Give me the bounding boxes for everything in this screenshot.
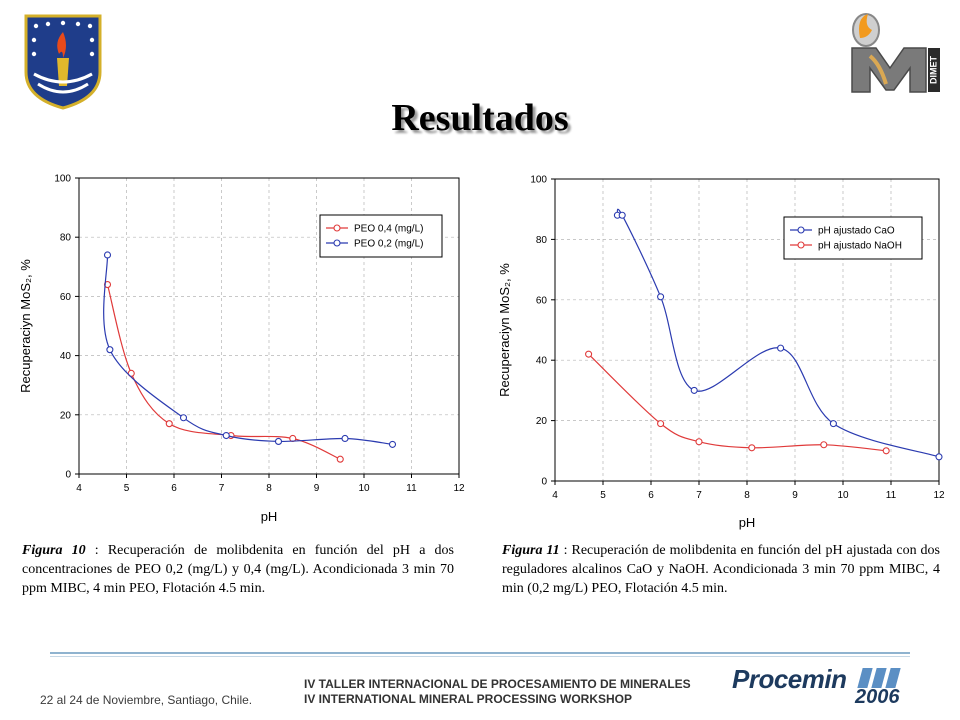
legend-entry: PEO 0,2 (mg/L) — [354, 239, 423, 250]
legend-box — [783, 216, 923, 260]
x-tick-label: 9 — [314, 483, 320, 494]
series-line-2 — [103, 254, 393, 445]
x-tick-label: 9 — [792, 490, 798, 501]
y-tick-label: 40 — [536, 356, 548, 367]
y-tick-label: 20 — [536, 416, 548, 427]
x-tick-label: 8 — [266, 483, 272, 494]
chart-2: 4 5 6 7 8 9 10 11 12 0 20 40 60 80 100 pH Recuperaciyn M… — [497, 175, 945, 531]
x-tick-label: 10 — [358, 483, 370, 494]
x-tick-label: 7 — [219, 483, 225, 494]
data-point — [657, 420, 665, 428]
y-tick-label: 0 — [65, 470, 71, 481]
data-point — [388, 440, 397, 448]
figure-11-caption: Figura 11 : Recuperación de molibdenita … — [502, 541, 940, 598]
legend-entry: PEO 0,4 (mg/L) — [354, 224, 423, 235]
x-tick-label: 4 — [76, 483, 82, 494]
chart-1: 4 5 6 7 8 9 10 11 12 0 20 40 60 80 100 pH Recuperaciyn M… — [18, 174, 465, 525]
y-tick-label: 20 — [60, 410, 72, 421]
legend: pH ajustado CaO pH ajustado NaOH — [783, 216, 923, 260]
figure-10-text: Recuperación de molibdenita en función d… — [22, 543, 455, 596]
university-crest-logo — [24, 14, 102, 110]
x-tick-label: 5 — [600, 490, 606, 501]
legend-swatch-marker — [333, 224, 341, 232]
data-point — [748, 444, 756, 452]
data-point — [820, 441, 828, 449]
data-point — [882, 447, 890, 455]
figure-10-separator: : — [85, 543, 108, 558]
x-tick-label: 8 — [744, 490, 750, 501]
figure-10-caption: Figura 10 : Recuperación de molibdenita … — [22, 541, 454, 598]
legend-swatch-marker — [333, 239, 341, 247]
figure-11-separator: : — [559, 543, 572, 558]
x-tick-label: 10 — [837, 490, 849, 501]
data-point — [657, 293, 665, 301]
data-point — [585, 350, 593, 358]
figure-10-label: Figura 10 — [22, 543, 86, 558]
workshop-title-es: IV TALLER INTERNACIONAL DE PROCESAMIENTO… — [304, 677, 691, 691]
x-axis-label: pH — [739, 515, 756, 530]
footer-divider-thin — [50, 656, 910, 657]
x-tick-label: 4 — [552, 490, 558, 501]
x-axis-label: pH — [261, 509, 278, 524]
y-tick-label: 80 — [60, 233, 72, 244]
legend-swatch-marker — [797, 226, 805, 234]
data-point — [695, 438, 703, 446]
dimet-logo-text: DIMET — [928, 56, 938, 85]
series-line-2 — [588, 353, 887, 452]
x-tick-label: 11 — [886, 490, 897, 501]
procemin-year: 2006 — [855, 686, 900, 708]
x-tick-label: 5 — [124, 483, 130, 494]
legend-box — [319, 214, 443, 258]
x-tick-label: 12 — [933, 490, 945, 501]
figure-11-text: Recuperación de molibdenita en función d… — [502, 543, 940, 596]
y-tick-label: 80 — [536, 235, 548, 246]
x-tick-label: 7 — [696, 490, 702, 501]
footer-divider — [50, 652, 910, 654]
legend: PEO 0,4 (mg/L) PEO 0,2 (mg/L) — [319, 214, 443, 258]
y-tick-label: 60 — [60, 292, 72, 303]
data-point — [336, 455, 344, 463]
dimet-logo: DIMET — [851, 13, 940, 93]
data-point — [618, 211, 626, 219]
y-tick-label: 40 — [60, 351, 72, 362]
figure-11-label: Figura 11 — [502, 543, 560, 558]
footer-workshop: IV TALLER INTERNACIONAL DE PROCESAMIENTO… — [304, 677, 691, 707]
data-point — [222, 431, 230, 440]
y-tick-label: 100 — [530, 175, 547, 186]
x-tick-label: 11 — [406, 483, 417, 494]
x-tick-label: 6 — [171, 483, 177, 494]
data-point — [179, 414, 188, 422]
data-point — [165, 420, 173, 428]
procemin-logo-text: Procemin — [732, 664, 847, 694]
data-point — [690, 386, 698, 394]
y-axis-label: Recuperaciyn MoS₂, % — [18, 259, 33, 393]
y-tick-label: 100 — [54, 174, 71, 185]
data-point — [777, 344, 785, 352]
data-point — [103, 281, 112, 289]
y-tick-label: 0 — [541, 477, 547, 488]
legend-swatch-marker — [797, 241, 805, 249]
data-point — [274, 437, 283, 445]
data-point — [103, 251, 112, 259]
page-title: Resultados — [391, 97, 569, 139]
x-tick-label: 12 — [453, 483, 465, 494]
workshop-title-en: IV INTERNATIONAL MINERAL PROCESSING WORK… — [304, 692, 633, 706]
data-point — [106, 346, 114, 354]
legend-entry: pH ajustado NaOH — [818, 241, 902, 252]
x-tick-label: 6 — [648, 490, 654, 501]
y-tick-label: 60 — [536, 295, 548, 306]
footer-date-location: 22 al 24 de Noviembre, Santiago, Chile. — [40, 693, 253, 707]
y-axis-label: Recuperaciyn MoS₂, % — [497, 263, 512, 397]
data-point — [935, 453, 943, 461]
legend-entry: pH ajustado CaO — [818, 226, 895, 237]
data-point — [829, 420, 837, 428]
data-point — [341, 434, 349, 443]
